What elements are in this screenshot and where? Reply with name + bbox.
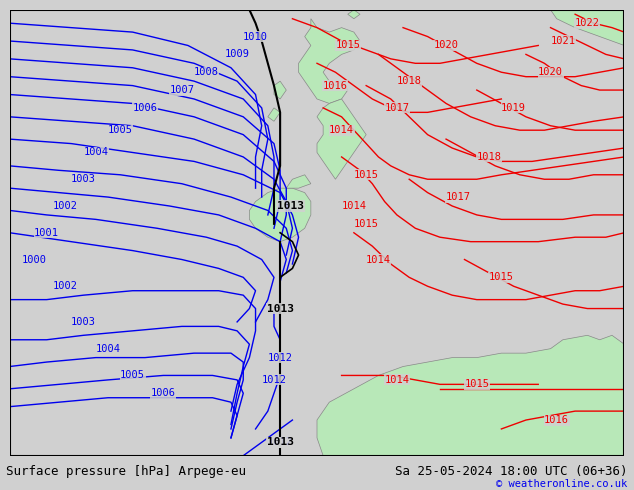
Text: 1002: 1002 [53, 201, 77, 211]
Text: 1005: 1005 [108, 125, 133, 135]
Text: Sa 25-05-2024 18:00 UTC (06+36): Sa 25-05-2024 18:00 UTC (06+36) [395, 465, 628, 478]
Polygon shape [249, 188, 311, 242]
Text: 1017: 1017 [446, 192, 471, 202]
Text: 1021: 1021 [550, 36, 575, 46]
Text: 1019: 1019 [501, 103, 526, 113]
Text: 1000: 1000 [22, 254, 47, 265]
Text: 1013: 1013 [267, 303, 294, 314]
Text: 1016: 1016 [544, 415, 569, 425]
Text: 1002: 1002 [53, 281, 77, 291]
Text: 1006: 1006 [133, 103, 157, 113]
Text: 1022: 1022 [575, 18, 600, 28]
Text: 1015: 1015 [489, 272, 514, 282]
Text: 1004: 1004 [83, 147, 108, 157]
Polygon shape [317, 99, 366, 179]
Text: 1018: 1018 [397, 76, 422, 86]
Polygon shape [268, 108, 280, 122]
Polygon shape [287, 175, 311, 188]
Polygon shape [347, 10, 360, 19]
Text: 1003: 1003 [71, 174, 96, 184]
Text: 1012: 1012 [268, 437, 293, 447]
Text: 1001: 1001 [34, 228, 59, 238]
Text: 1014: 1014 [366, 254, 391, 265]
Text: 1014: 1014 [329, 125, 354, 135]
Text: 1017: 1017 [384, 103, 410, 113]
Text: 1020: 1020 [538, 67, 563, 77]
Text: 1007: 1007 [169, 85, 194, 95]
Text: 1004: 1004 [96, 343, 120, 354]
Text: 1013: 1013 [267, 437, 294, 447]
Text: 1003: 1003 [71, 317, 96, 327]
Text: 1006: 1006 [151, 388, 176, 398]
Text: 1005: 1005 [120, 370, 145, 380]
Text: Surface pressure [hPa] Arpege-eu: Surface pressure [hPa] Arpege-eu [6, 465, 247, 478]
Text: 1015: 1015 [354, 170, 378, 180]
Text: 1009: 1009 [224, 49, 250, 59]
Text: 1014: 1014 [384, 375, 410, 385]
Text: 1015: 1015 [335, 41, 360, 50]
Text: 1012: 1012 [268, 353, 293, 363]
Polygon shape [317, 335, 624, 456]
Text: © weatheronline.co.uk: © weatheronline.co.uk [496, 479, 628, 489]
Text: 1008: 1008 [194, 67, 219, 77]
Polygon shape [274, 81, 287, 99]
Text: 1014: 1014 [341, 201, 366, 211]
Text: 1015: 1015 [464, 379, 489, 390]
Text: 1018: 1018 [477, 152, 501, 162]
Text: 1012: 1012 [261, 375, 287, 385]
Polygon shape [299, 19, 360, 103]
Polygon shape [550, 10, 624, 46]
Text: 1013: 1013 [277, 201, 304, 211]
Text: 1015: 1015 [354, 219, 378, 229]
Text: 1020: 1020 [434, 41, 458, 50]
Text: 1010: 1010 [243, 31, 268, 42]
Text: 1016: 1016 [323, 80, 348, 91]
